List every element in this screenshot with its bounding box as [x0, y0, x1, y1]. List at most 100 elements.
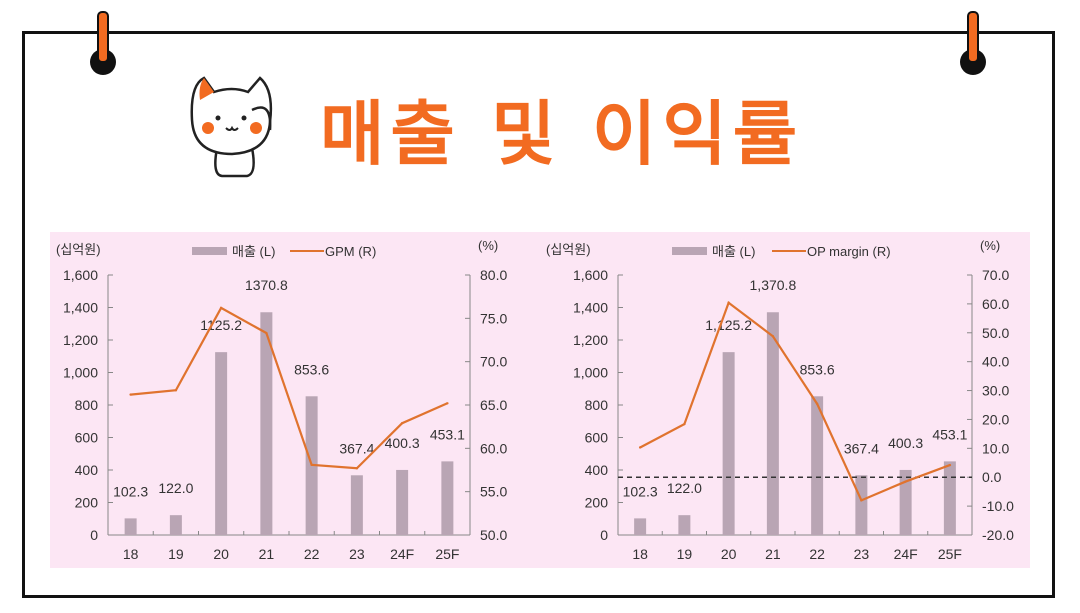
bar-revenue	[899, 469, 912, 535]
x-tick-label: 23	[349, 546, 365, 562]
line-point	[129, 393, 132, 396]
x-tick-label: 23	[854, 546, 870, 562]
gpm-chart: 0 200 400 600 800 1,000 1,200 1,400 1,600 50.0 55.…	[56, 238, 507, 562]
line-point	[948, 463, 952, 467]
left-tick-label: 800	[585, 397, 609, 413]
left-tick-label: 1,400	[573, 300, 608, 316]
left-tick-label: 1,000	[573, 365, 608, 381]
bar-data-label: 453.1	[932, 426, 967, 442]
bar-revenue	[396, 469, 409, 535]
left-tick-label: 200	[585, 495, 609, 511]
pin-left-icon	[90, 11, 116, 75]
line-series	[130, 306, 448, 470]
line-point	[265, 331, 268, 335]
right-tick-label: 80.0	[480, 267, 507, 283]
x-tick-label: 24F	[390, 546, 414, 562]
bar-revenue	[634, 518, 647, 535]
left-tick-label: 600	[585, 430, 609, 446]
x-tick-label: 25F	[938, 546, 962, 562]
bar-data-label: 1,370.8	[750, 277, 797, 293]
page-title: 매출 및 이익률	[320, 93, 804, 175]
bar-data-label: 400.3	[888, 435, 923, 451]
right-tick-label: 50.0	[480, 527, 507, 543]
left-tick-label: 1,200	[573, 332, 608, 348]
right-tick-label: 10.0	[982, 440, 1009, 456]
left-axis-unit: (십억원)	[546, 242, 591, 257]
x-tick-label: 19	[677, 546, 693, 562]
pin-right-icon	[960, 11, 986, 75]
bar-revenue	[811, 396, 824, 535]
bar-data-label: 102.3	[623, 483, 658, 499]
bar-revenue	[943, 461, 956, 535]
bar-data-label: 102.3	[113, 483, 148, 499]
line-series	[639, 300, 951, 502]
bar-revenue	[124, 518, 137, 535]
line-point	[638, 446, 642, 449]
x-tick-label: 18	[632, 546, 648, 562]
line-point	[355, 467, 359, 470]
right-tick-label: 40.0	[982, 354, 1009, 370]
right-tick-label: -10.0	[982, 498, 1014, 514]
right-tick-label: 70.0	[982, 267, 1009, 283]
line-point	[815, 402, 819, 406]
legend-bar-swatch	[192, 247, 227, 255]
bar-revenue	[441, 461, 454, 535]
legend-bar-label: 매출 (L)	[712, 244, 755, 259]
left-tick-label: 1,000	[63, 365, 98, 381]
right-tick-label: -20.0	[982, 527, 1014, 543]
x-tick-label: 21	[259, 546, 275, 562]
right-tick-label: 75.0	[480, 310, 507, 326]
bar-revenue	[678, 515, 691, 535]
left-axis-unit: (십억원)	[56, 242, 101, 257]
left-tick-label: 0	[600, 527, 608, 543]
right-axis-unit: (%)	[980, 238, 1000, 253]
left-tick-label: 1,600	[63, 267, 98, 283]
left-tick-label: 200	[75, 495, 99, 511]
x-tick-label: 24F	[894, 546, 918, 562]
bar-revenue	[169, 515, 182, 535]
frame	[22, 31, 1055, 598]
legend-bar-swatch	[672, 247, 707, 255]
bar-data-label: 853.6	[294, 361, 329, 377]
bar-data-label: 1370.8	[245, 277, 288, 293]
cat-mascot-icon	[190, 76, 273, 178]
bar-data-label: 367.4	[844, 440, 879, 456]
left-tick-label: 1,400	[63, 300, 98, 316]
right-tick-label: 70.0	[480, 354, 507, 370]
left-tick-label: 400	[585, 462, 609, 478]
bar-data-label: 367.4	[339, 440, 374, 456]
right-tick-label: 30.0	[982, 383, 1009, 399]
right-tick-label: 55.0	[480, 484, 507, 500]
line-point	[771, 335, 775, 338]
line-point	[219, 306, 223, 310]
bar-data-label: 122.0	[667, 480, 702, 496]
line-point	[904, 480, 907, 483]
line-point	[727, 301, 730, 304]
bar-revenue	[215, 352, 228, 535]
right-tick-label: 60.0	[480, 440, 507, 456]
bar-data-label: 400.3	[385, 435, 420, 451]
right-tick-label: 20.0	[982, 411, 1009, 427]
bar-data-label: 1,125.2	[705, 317, 752, 333]
line-point	[860, 499, 863, 502]
right-tick-label: 50.0	[982, 325, 1009, 341]
right-tick-label: 60.0	[982, 296, 1009, 312]
line-point	[174, 389, 178, 392]
bar-revenue	[855, 475, 868, 535]
x-tick-label: 18	[123, 546, 139, 562]
bar-data-label: 853.6	[800, 361, 835, 377]
x-tick-label: 22	[304, 546, 320, 562]
line-point	[446, 402, 449, 405]
bar-data-label: 1125.2	[200, 317, 242, 333]
right-tick-label: 65.0	[480, 397, 507, 413]
legend-line-label: OP margin (R)	[807, 244, 891, 259]
right-tick-label: 0.0	[982, 469, 1002, 485]
legend-bar-label: 매출 (L)	[232, 244, 275, 259]
bar-data-label: 122.0	[158, 480, 193, 496]
left-tick-label: 1,600	[573, 267, 608, 283]
bar-data-label: 453.1	[430, 426, 465, 442]
bar-revenue	[350, 475, 363, 535]
left-tick-label: 400	[75, 462, 99, 478]
x-tick-label: 20	[721, 546, 737, 562]
bar-revenue	[766, 312, 779, 535]
